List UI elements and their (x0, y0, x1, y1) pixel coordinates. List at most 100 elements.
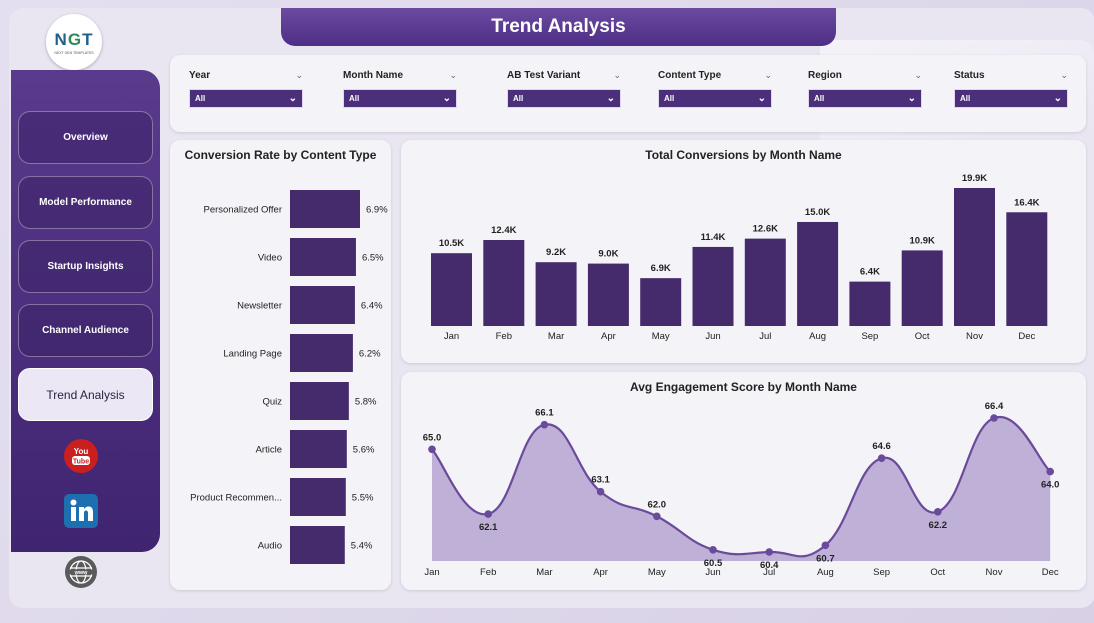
data-label: 16.4K (1014, 197, 1039, 208)
data-label: 12.6K (753, 224, 778, 235)
bar[interactable] (797, 221, 839, 326)
category-label: Newsletter (237, 301, 282, 312)
chevron-down-icon[interactable]: ⌄ (1060, 69, 1068, 80)
data-label: 6.9K (651, 263, 671, 274)
filter-dropdown[interactable]: All ⌄ (189, 89, 303, 108)
filter-header[interactable]: AB Test Variant ⌄ (507, 67, 621, 83)
bar[interactable] (290, 382, 349, 420)
youtube-icon[interactable]: You Tube (63, 438, 99, 474)
filter-label: Year (189, 69, 211, 81)
bar[interactable] (431, 253, 472, 326)
bar[interactable] (587, 263, 629, 326)
data-point[interactable] (990, 414, 998, 422)
category-label: Personalized Offer (203, 205, 282, 216)
bar[interactable] (1006, 212, 1048, 326)
chevron-down-icon[interactable]: ⌄ (914, 69, 922, 80)
data-point[interactable] (1046, 467, 1054, 476)
filter-label: Region (808, 69, 842, 81)
web-globe-icon[interactable]: www (64, 555, 98, 589)
filter-value: All (349, 94, 360, 103)
bar[interactable] (535, 262, 577, 326)
bar[interactable] (483, 240, 525, 326)
filter-label: Status (954, 69, 985, 81)
filter-dropdown[interactable]: All ⌄ (507, 89, 621, 108)
data-label: 5.4% (351, 541, 373, 552)
chevron-down-icon[interactable]: ⌄ (613, 69, 621, 80)
filter-header[interactable]: Year ⌄ (189, 67, 303, 83)
x-tick-label: Jul (763, 567, 775, 578)
data-point[interactable] (596, 487, 605, 496)
sidebar-item-model-performance[interactable]: Model Performance (18, 176, 153, 229)
data-label: 10.5K (439, 238, 464, 249)
data-label: 62.0 (648, 499, 667, 510)
filter-value: All (664, 94, 675, 103)
data-point[interactable] (428, 445, 436, 454)
bar[interactable] (692, 246, 734, 326)
bar[interactable] (901, 250, 943, 326)
bar[interactable] (290, 430, 347, 468)
conversion-rate-chart: Personalized Offer 6.9% Video 6.5% Newslette… (190, 190, 388, 564)
data-point[interactable] (709, 545, 717, 554)
data-label: 63.1 (591, 475, 610, 486)
data-point[interactable] (653, 512, 661, 521)
engagement-score-card: Avg Engagement Score by Month Name 65.0 J… (401, 372, 1086, 590)
bar[interactable] (954, 188, 995, 326)
filter-dropdown[interactable]: All ⌄ (343, 89, 457, 108)
data-label: 60.7 (816, 553, 835, 564)
filter-panel (170, 55, 1086, 132)
filter-header[interactable]: Content Type ⌄ (658, 67, 772, 83)
data-point[interactable] (540, 420, 549, 429)
filter-value: All (195, 94, 206, 103)
bar[interactable] (290, 526, 345, 564)
filter-label: Month Name (343, 69, 403, 81)
sidebar-item-trend-analysis[interactable]: Trend Analysis (18, 368, 153, 421)
filter-header[interactable]: Region ⌄ (808, 67, 922, 83)
x-tick-label: Jun (705, 331, 720, 342)
chevron-down-icon[interactable]: ⌄ (295, 69, 303, 80)
data-label: 62.1 (479, 522, 498, 533)
bar[interactable] (290, 478, 346, 516)
bar[interactable] (640, 278, 682, 326)
data-point[interactable] (934, 508, 942, 516)
filter-month-name: Month Name ⌄ All ⌄ (343, 67, 457, 108)
data-point[interactable] (765, 548, 773, 556)
data-label: 5.5% (352, 493, 374, 504)
sidebar-item-label: Startup Insights (47, 261, 124, 272)
linkedin-icon[interactable] (64, 494, 98, 528)
chevron-down-icon[interactable]: ⌄ (449, 69, 457, 80)
data-point[interactable] (877, 454, 886, 462)
data-point[interactable] (821, 541, 830, 550)
bar[interactable] (290, 238, 356, 276)
bar[interactable] (290, 334, 353, 372)
data-label: 65.0 (423, 432, 442, 443)
data-label: 10.9K (910, 235, 935, 246)
filter-ab-test-variant: AB Test Variant ⌄ All ⌄ (507, 67, 621, 108)
category-label: Article (256, 445, 282, 456)
x-tick-label: Oct (915, 331, 930, 342)
filter-dropdown[interactable]: All ⌄ (658, 89, 772, 108)
bar[interactable] (290, 190, 360, 228)
bar[interactable] (290, 286, 355, 324)
sidebar-item-channel-audience[interactable]: Channel Audience (18, 304, 153, 357)
filter-dropdown[interactable]: All ⌄ (954, 89, 1068, 108)
data-point[interactable] (484, 510, 492, 518)
sidebar-item-startup-insights[interactable]: Startup Insights (18, 240, 153, 293)
filter-header[interactable]: Status ⌄ (954, 67, 1068, 83)
chevron-down-icon[interactable]: ⌄ (764, 69, 772, 80)
filter-dropdown[interactable]: All ⌄ (808, 89, 922, 108)
data-label: 9.2K (546, 247, 566, 258)
category-label: Quiz (262, 397, 282, 408)
bar[interactable] (744, 238, 786, 326)
sidebar-item-label: Overview (63, 132, 108, 143)
sidebar-item-label: Channel Audience (42, 325, 129, 336)
bar[interactable] (849, 281, 891, 326)
sidebar-item-overview[interactable]: Overview (18, 111, 153, 164)
category-label: Product Recommen... (190, 493, 282, 504)
x-tick-label: Mar (536, 567, 552, 578)
data-label: 15.0K (805, 207, 830, 218)
filter-status: Status ⌄ All ⌄ (954, 67, 1068, 108)
conversion-rate-card: Conversion Rate by Content Type Personal… (170, 140, 391, 590)
filter-header[interactable]: Month Name ⌄ (343, 67, 457, 83)
sidebar-item-label: Model Performance (39, 197, 132, 208)
data-label: 6.4% (361, 301, 383, 312)
